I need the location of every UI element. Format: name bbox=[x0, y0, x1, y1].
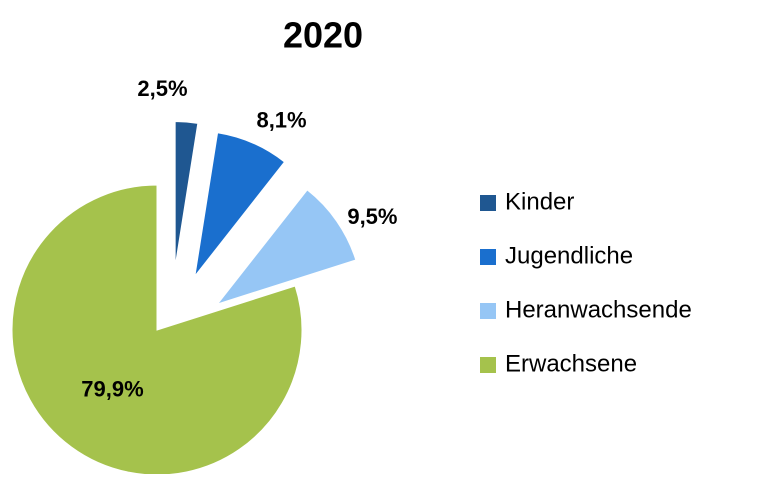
legend-label: Kinder bbox=[505, 188, 574, 215]
legend-swatch bbox=[480, 195, 496, 211]
legend-swatch bbox=[480, 249, 496, 265]
legend-label: Heranwachsende bbox=[505, 296, 692, 323]
data-label: 79,9% bbox=[81, 377, 143, 402]
legend-swatch bbox=[480, 357, 496, 373]
pie-slice bbox=[11, 184, 303, 476]
pie-slice bbox=[174, 121, 199, 267]
legend-swatch bbox=[480, 303, 496, 319]
legend-label: Erwachsene bbox=[505, 350, 637, 377]
chart-title: 2020 bbox=[283, 15, 363, 56]
pie-slice bbox=[216, 189, 357, 305]
data-label: 8,1% bbox=[256, 107, 306, 132]
data-label: 2,5% bbox=[137, 76, 187, 101]
pie-slice bbox=[194, 132, 286, 278]
data-label: 9,5% bbox=[347, 204, 397, 229]
legend-label: Jugendliche bbox=[505, 242, 633, 269]
